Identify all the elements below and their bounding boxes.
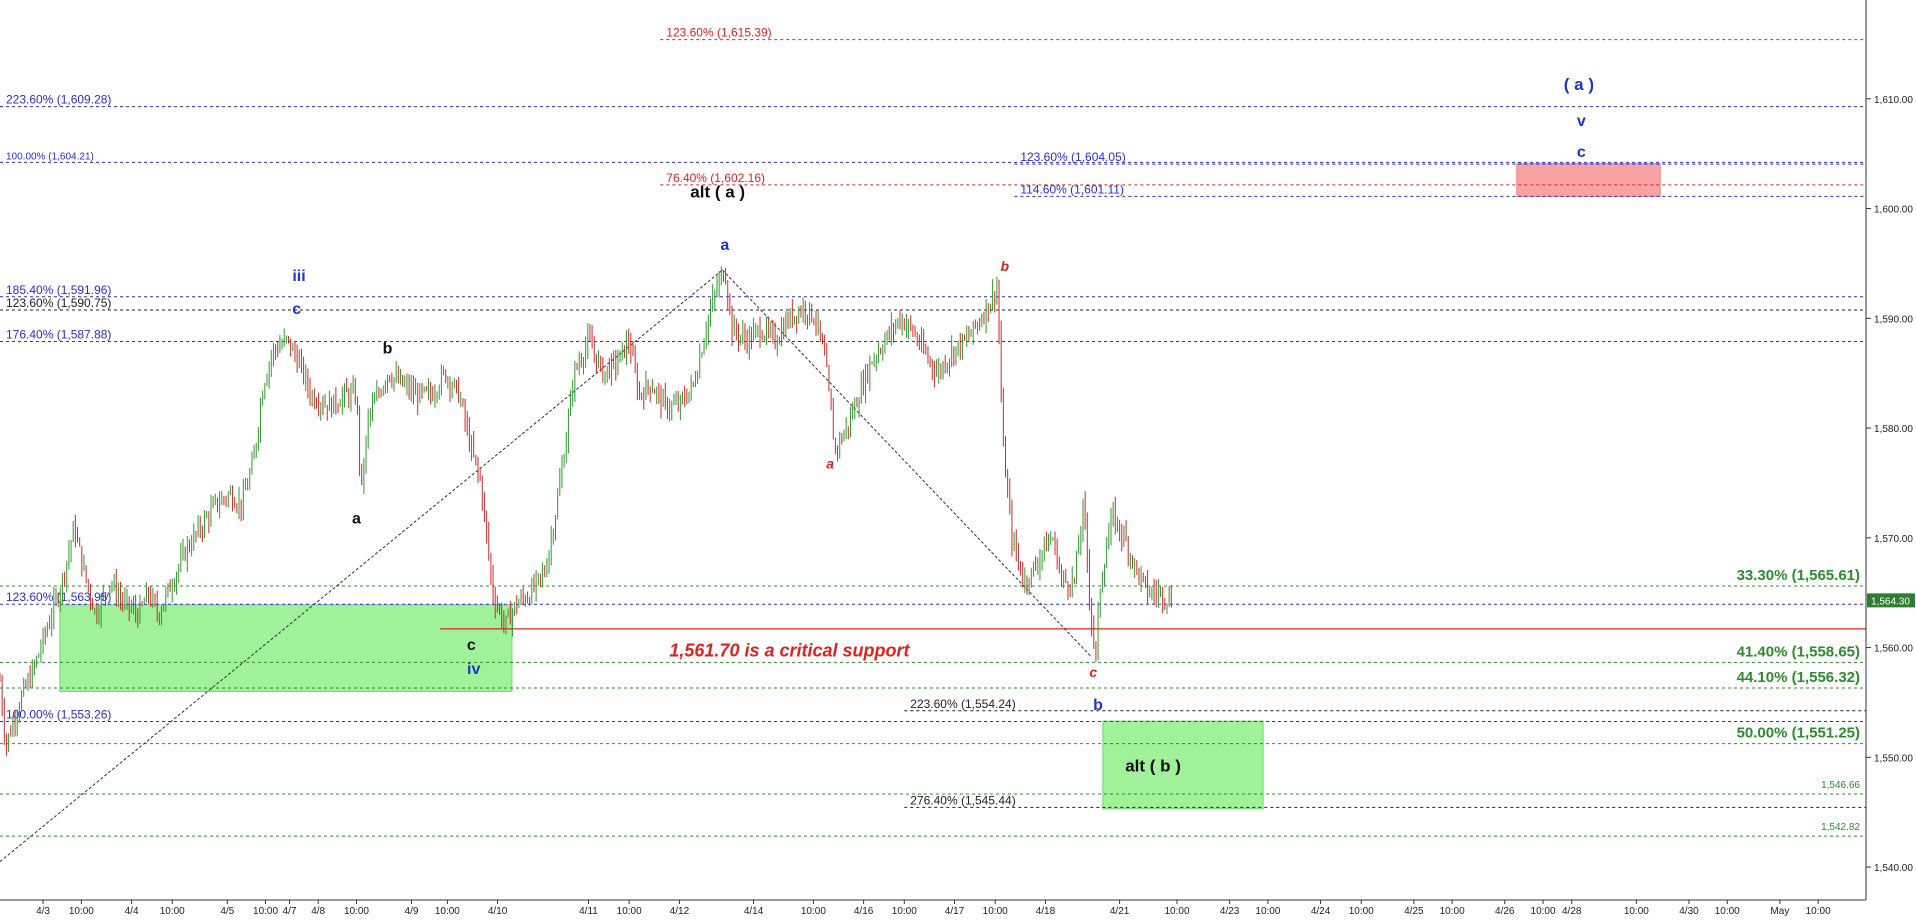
wave-label-8: a [826,456,834,472]
level-label-2: 100.00% (1,604.21) [6,151,94,162]
y-tick-label-1: 1,550.00 [1874,753,1913,764]
x-tick-label-25: 10:00 [1255,906,1280,917]
x-tick-label-29: 10:00 [1440,906,1465,917]
level-label-15: 100.00% (1,553.26) [6,708,111,722]
x-tick-label-9: 4/9 [405,906,419,917]
x-tick-label-23: 10:00 [1164,906,1189,917]
wave-label-11: b [1093,697,1103,714]
y-tick-label-6: 1,600.00 [1874,205,1913,216]
level-label-14: 223.60% (1,554.24) [910,697,1015,711]
wave-label-5: iv [467,661,480,678]
x-tick-label-3: 10:00 [160,906,185,917]
wave-label-15: c [1577,144,1586,161]
y-tick-label-3: 1,570.00 [1874,534,1913,545]
wave-label-12: alt ( b ) [1125,757,1181,776]
x-tick-label-5: 10:00 [253,906,278,917]
x-tick-label-19: 4/17 [945,906,965,917]
x-tick-label-17: 4/16 [854,906,874,917]
x-tick-label-7: 4/8 [311,906,325,917]
wave-label-14: v [1577,113,1586,130]
x-tick-label-2: 4/4 [125,906,139,917]
wave-label-0: iii [292,268,305,285]
x-tick-label-37: 10:00 [1806,906,1831,917]
x-tick-label-18: 10:00 [892,906,917,917]
x-tick-label-16: 10:00 [801,906,826,917]
level-label-9: 33.30% (1,565.61) [1737,567,1860,584]
x-tick-label-36: May [1770,906,1789,917]
y-tick-label-5: 1,590.00 [1874,314,1913,325]
x-tick-label-1: 10:00 [69,906,94,917]
wave-label-13: ( a ) [1564,75,1594,94]
level-label-0: 123.60% (1,615.39) [666,26,771,40]
wave-label-1: c [292,301,301,318]
level-label-19: 1,542.82 [1821,822,1860,833]
level-label-4: 76.40% (1,602.16) [666,171,765,185]
level-label-18: 276.40% (1,545.44) [910,793,1015,807]
x-tick-label-10: 10:00 [435,906,460,917]
x-tick-label-8: 10:00 [344,906,369,917]
x-tick-label-6: 4/7 [283,906,297,917]
candlesticks [0,266,1172,756]
level-label-17: 1,546.66 [1821,780,1860,791]
y-tick-label-2: 1,560.00 [1874,644,1913,655]
level-label-16: 50.00% (1,551.25) [1737,725,1860,742]
x-tick-label-27: 10:00 [1349,906,1374,917]
target-zone-2 [1516,163,1661,197]
wave-label-2: b [383,340,393,357]
level-label-12: 41.40% (1,558.65) [1737,643,1860,660]
x-tick-label-31: 10:00 [1531,906,1556,917]
trendline-1 [722,269,1092,657]
y-tick-label-0: 1,540.00 [1874,863,1913,874]
level-label-13: 44.10% (1,556.32) [1737,669,1860,686]
last-price-box [1867,593,1915,608]
level-label-10: 123.60% (1,563.95) [6,590,111,604]
x-tick-label-4: 4/5 [220,906,234,917]
x-tick-label-12: 4/11 [579,906,598,917]
wave-label-4: c [467,637,476,654]
x-tick-label-0: 4/3 [36,906,50,917]
x-tick-label-33: 10:00 [1624,906,1649,917]
wave-label-7: alt ( a ) [690,183,745,202]
x-tick-label-20: 10:00 [983,906,1008,917]
x-tick-label-26: 4/24 [1311,906,1331,917]
x-tick-label-11: 4/10 [488,906,508,917]
x-tick-label-35: 10:00 [1715,906,1740,917]
x-tick-label-28: 4/25 [1404,906,1424,917]
last-price-label: 1,564.30 [1871,596,1910,607]
x-tick-label-13: 10:00 [617,906,642,917]
level-label-1: 223.60% (1,609.28) [6,93,111,107]
level-label-5: 114.60% (1,601.11) [1020,182,1124,196]
x-tick-label-24: 4/23 [1220,906,1240,917]
x-tick-label-21: 4/18 [1036,906,1056,917]
y-tick-label-4: 1,580.00 [1874,424,1913,435]
level-label-3: 123.60% (1,604.05) [1020,150,1125,164]
level-label-8: 176.40% (1,587.88) [6,328,111,342]
wave-label-9: b [1000,258,1009,274]
level-label-6: 185.40% (1,591.96) [6,283,111,297]
x-tick-label-15: 4/14 [744,906,764,917]
x-tick-label-30: 4/26 [1495,906,1515,917]
target-zone-0 [59,604,513,692]
wave-label-6: a [720,237,729,254]
wave-label-3: a [352,511,361,528]
x-tick-label-22: 4/21 [1110,906,1130,917]
wave-label-16: 1,561.70 is a critical support [669,640,910,660]
y-tick-label-7: 1,610.00 [1874,95,1913,106]
x-tick-label-14: 4/12 [670,906,690,917]
level-label-7: 123.60% (1,590.75) [6,296,111,310]
trendline-0 [0,269,723,862]
wave-label-10: c [1089,664,1097,680]
x-tick-label-34: 4/30 [1679,906,1699,917]
x-tick-label-32: 4/28 [1562,906,1582,917]
